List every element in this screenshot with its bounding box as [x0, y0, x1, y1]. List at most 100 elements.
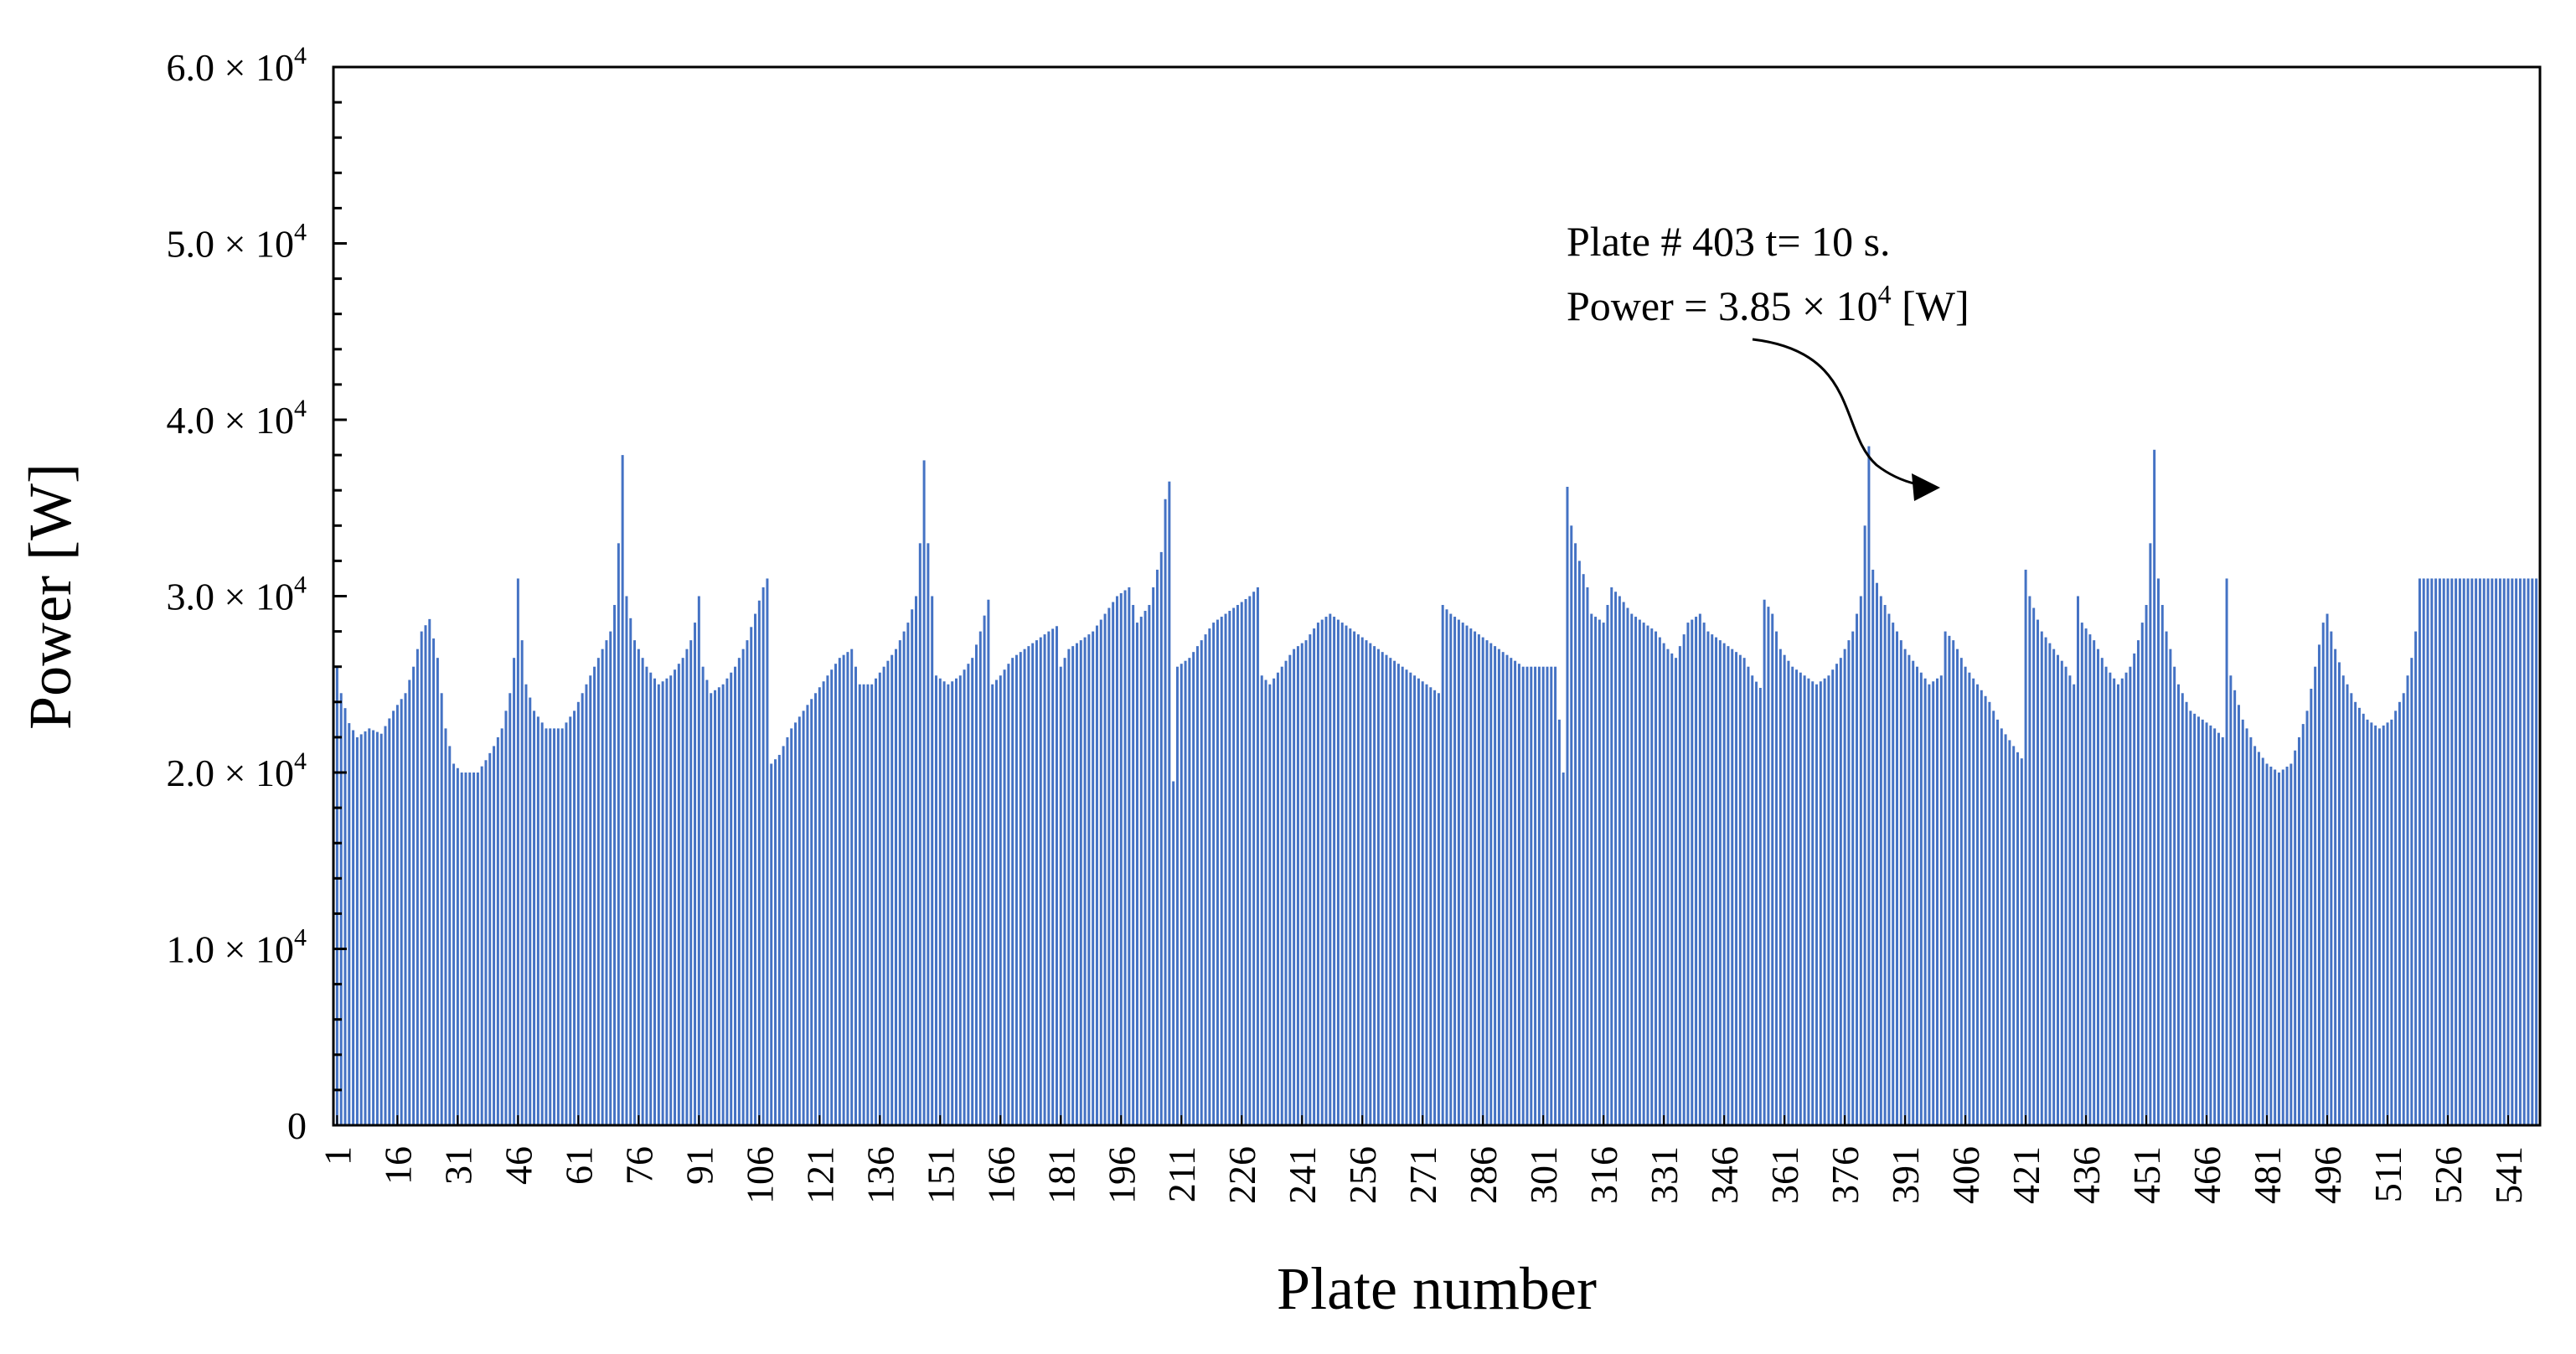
bar-plate-407	[1968, 672, 1971, 1125]
bar-plate-422	[2028, 596, 2031, 1125]
bar-plate-243	[1309, 634, 1312, 1125]
bar-plate-61	[576, 701, 580, 1125]
bar-plate-464	[2197, 716, 2200, 1125]
bar-plate-261	[1381, 652, 1384, 1125]
bar-plate-287	[1485, 640, 1489, 1126]
bar-plate-419	[2016, 752, 2019, 1125]
bar-plate-405	[1959, 658, 1963, 1125]
bar-plate-204	[1152, 587, 1155, 1125]
bar-plate-247	[1324, 617, 1328, 1125]
bar-plate-514	[2398, 701, 2401, 1125]
bar-plate-295	[1517, 664, 1520, 1125]
bar-plate-11	[375, 731, 379, 1125]
bar-plate-494	[2317, 644, 2320, 1125]
bar-plate-240	[1296, 646, 1299, 1125]
bar-plate-168	[1007, 664, 1010, 1125]
bar-plate-500	[2341, 675, 2345, 1125]
bar-plate-193	[1107, 607, 1111, 1125]
bar-plate-149	[931, 596, 934, 1125]
bar-plate-71	[617, 543, 620, 1125]
bar-plate-470	[2221, 736, 2224, 1125]
bar-plate-349	[1735, 652, 1738, 1125]
bar-plate-19	[408, 680, 411, 1125]
bar-plate-334	[1675, 658, 1678, 1125]
bar-plate-314	[1594, 617, 1598, 1125]
bar-plate-46	[516, 578, 519, 1125]
bar-plate-2	[339, 693, 343, 1125]
bar-plate-358	[1771, 613, 1774, 1125]
x-tick-label: 346	[1703, 1146, 1746, 1204]
bar-plate-544	[2518, 578, 2522, 1125]
bar-plate-139	[891, 654, 894, 1125]
bar-plate-323	[1630, 613, 1634, 1125]
bar-plate-355	[1758, 687, 1762, 1125]
bar-plate-28	[444, 728, 447, 1126]
bar-plate-416	[2004, 734, 2007, 1125]
x-tick-label: 196	[1100, 1146, 1143, 1204]
bar-plate-448	[2133, 653, 2136, 1125]
bar-plate-64	[589, 675, 592, 1125]
bar-plate-367	[1807, 678, 1810, 1125]
y-tick-label: 5.0 × 104	[167, 219, 307, 266]
bar-plate-241	[1300, 643, 1303, 1125]
bar-plate-478	[2253, 746, 2257, 1125]
bar-plate-250	[1336, 619, 1340, 1125]
bar-plate-62	[581, 693, 584, 1125]
bar-plate-126	[838, 658, 841, 1125]
bar-plate-54	[549, 728, 552, 1126]
bar-plate-467	[2209, 725, 2212, 1125]
bar-plate-298	[1530, 666, 1533, 1125]
bar-plate-450	[2140, 623, 2144, 1125]
bar-plate-326	[1642, 623, 1645, 1125]
bar-plate-297	[1525, 666, 1529, 1125]
bar-plate-280	[1457, 619, 1460, 1125]
bar-plate-130	[854, 666, 857, 1125]
bar-plate-50	[533, 711, 536, 1125]
x-tick-label: 121	[798, 1146, 841, 1204]
bar-plate-374	[1835, 664, 1839, 1125]
bar-plate-86	[677, 664, 680, 1125]
bar-plate-137	[882, 666, 885, 1125]
bar-plate-9	[368, 728, 371, 1126]
bar-plate-228	[1248, 596, 1252, 1125]
bar-plate-72	[621, 455, 624, 1125]
bar-plate-403	[1952, 640, 1955, 1126]
bar-plate-537	[2491, 578, 2494, 1125]
y-tick-label: 2.0 × 104	[167, 747, 307, 794]
bar-plate-413	[1992, 711, 1995, 1125]
bar-plate-58	[565, 722, 568, 1125]
bar-plate-451	[2145, 605, 2148, 1125]
bar-plate-56	[556, 728, 560, 1126]
bar-plate-77	[641, 658, 644, 1125]
bar-plate-502	[2350, 693, 2353, 1125]
bar-plate-453	[2153, 449, 2156, 1125]
bar-plate-440	[2100, 658, 2104, 1125]
bar-plate-536	[2486, 578, 2490, 1125]
bar-plate-439	[2096, 649, 2099, 1125]
bar-plate-267	[1405, 669, 1408, 1125]
bar-plate-445	[2120, 678, 2124, 1125]
bar-plate-172	[1023, 649, 1026, 1125]
bar-plate-31	[456, 767, 459, 1125]
bar-plate-284	[1474, 631, 1477, 1125]
bar-plate-122	[822, 681, 825, 1125]
bar-plate-396	[1923, 678, 1927, 1125]
bar-plate-454	[2156, 578, 2160, 1125]
x-tick-label: 76	[617, 1146, 660, 1185]
bar-plate-129	[850, 649, 854, 1125]
bar-plate-10	[372, 730, 375, 1125]
bar-plate-80	[653, 678, 657, 1125]
bar-plate-256	[1360, 637, 1364, 1125]
bar-plate-47	[520, 640, 524, 1126]
bar-plate-151	[938, 678, 942, 1125]
bar-plate-233	[1268, 684, 1272, 1125]
bar-plate-387	[1887, 613, 1891, 1125]
bar-plate-235	[1276, 672, 1279, 1125]
bar-plate-278	[1449, 613, 1453, 1125]
bars-group	[335, 446, 2538, 1126]
bar-plate-421	[2024, 569, 2027, 1125]
bar-plate-529	[2458, 578, 2461, 1125]
bar-plate-39	[488, 752, 492, 1125]
bar-plate-246	[1320, 619, 1324, 1125]
